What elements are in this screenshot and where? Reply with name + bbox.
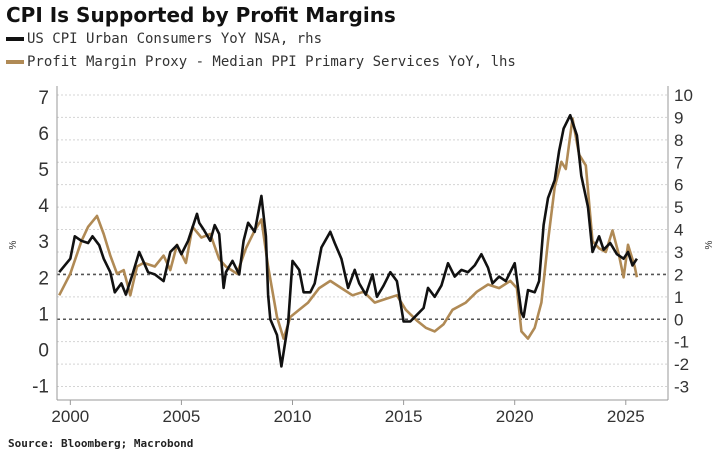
right-tick-label: 2 (674, 265, 683, 284)
right-tick-label: -3 (674, 378, 689, 397)
left-tick-label: 1 (38, 304, 49, 325)
right-tick-label: 4 (674, 221, 683, 240)
series-line-ppi (58, 117, 639, 340)
x-tick-label: 2020 (496, 407, 534, 426)
right-tick-label: 5 (674, 198, 683, 217)
legend-item-cpi: US CPI Urban Consumers YoY NSA, rhs (6, 31, 322, 47)
right-tick-label: 6 (674, 176, 683, 195)
source-note: Source: Bloomberg; Macrobond (8, 437, 194, 450)
left-axis-label: % (8, 240, 19, 249)
right-tick-label: 8 (674, 131, 683, 150)
x-tick-label: 2005 (163, 407, 201, 426)
left-tick-label: -1 (32, 377, 49, 398)
right-tick-label: 10 (674, 86, 693, 105)
legend-label-ppi: Profit Margin Proxy - Median PPI Primary… (27, 54, 516, 70)
right-tick-label: 0 (674, 310, 683, 329)
chart-title: CPI Is Supported by Profit Margins (6, 3, 396, 27)
right-axis-label: % (704, 240, 715, 249)
left-tick-label: 6 (38, 124, 49, 145)
left-tick-label: 3 (38, 232, 49, 253)
series-line-cpi (58, 113, 638, 368)
x-tick-label: 2010 (274, 407, 312, 426)
legend-label-cpi: US CPI Urban Consumers YoY NSA, rhs (27, 31, 323, 47)
right-tick-label: 9 (674, 108, 683, 127)
legend-swatch-ppi (6, 60, 24, 64)
right-tick-label: 7 (674, 153, 683, 172)
right-tick-label: -2 (674, 355, 689, 374)
right-tick-label: 3 (674, 243, 683, 262)
left-tick-label: 2 (38, 268, 49, 289)
x-tick-label: 2015 (385, 407, 423, 426)
left-tick-label: 5 (38, 160, 49, 181)
right-tick-label: -1 (674, 333, 689, 352)
left-tick-label: 7 (38, 88, 49, 109)
legend-item-ppi: Profit Margin Proxy - Median PPI Primary… (6, 54, 516, 70)
left-tick-label: 4 (38, 196, 49, 217)
left-tick-label: 0 (38, 340, 49, 361)
x-tick-label: 2000 (51, 407, 89, 426)
x-tick-label: 2025 (607, 407, 645, 426)
legend-swatch-cpi (6, 37, 24, 41)
right-tick-label: 1 (674, 288, 683, 307)
